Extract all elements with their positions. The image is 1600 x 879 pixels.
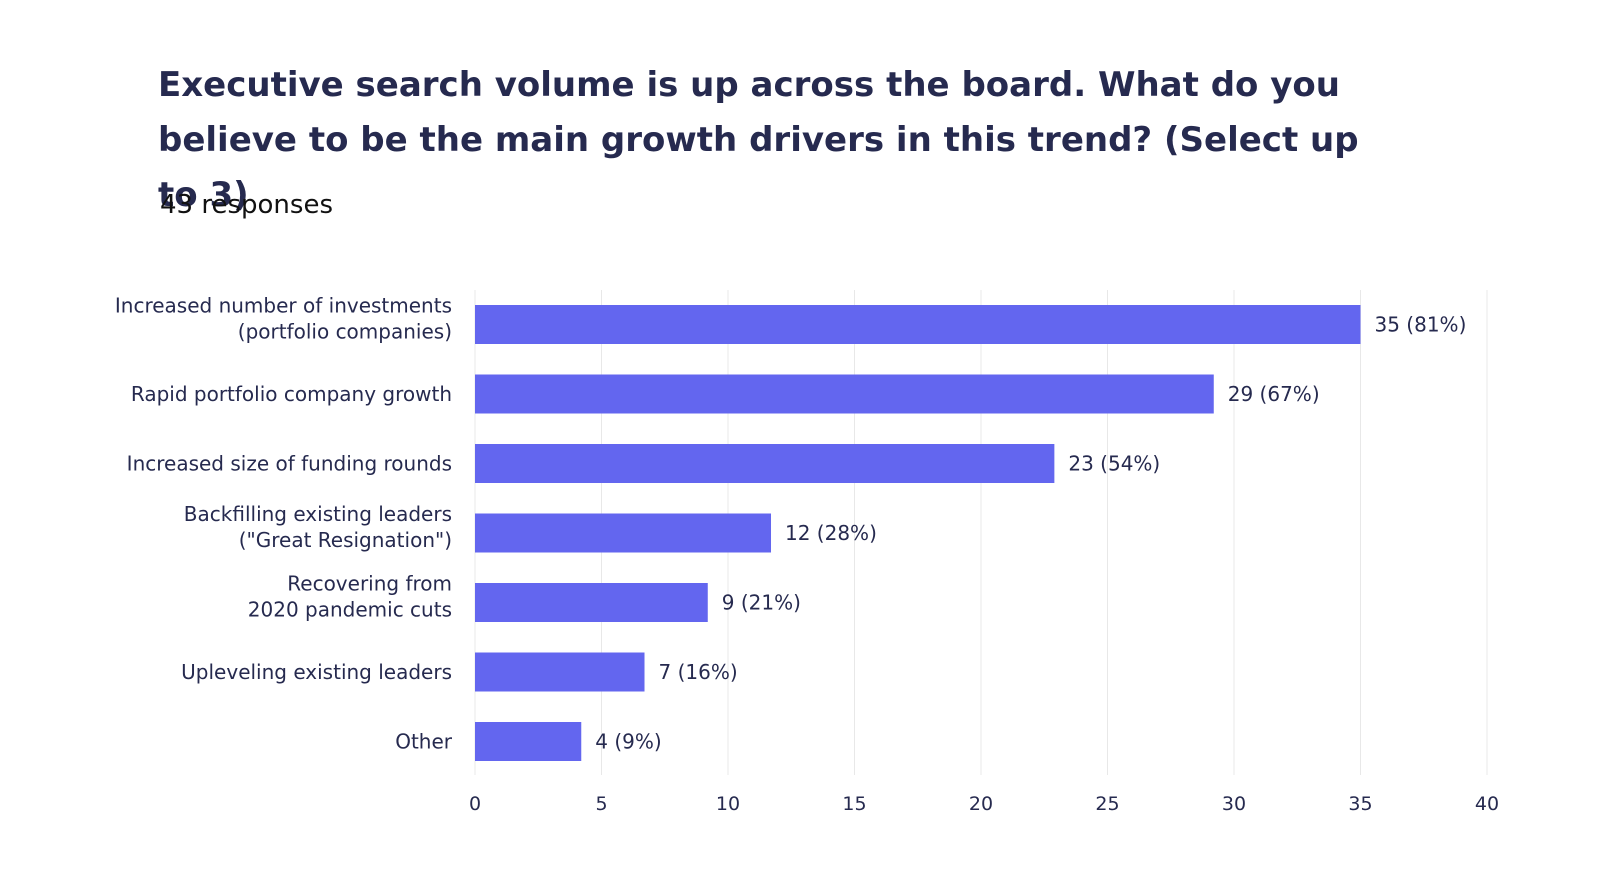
x-tick-label: 5 [595,793,607,815]
category-label: Upleveling existing leaders [181,660,452,684]
x-tick-label: 10 [716,793,740,815]
x-tick-label: 35 [1348,793,1372,815]
x-tick-label: 25 [1095,793,1119,815]
bar-value-label: 9 (21%) [722,591,801,615]
bar [475,513,772,553]
bar-value-label: 12 (28%) [785,521,877,545]
x-tick-label: 20 [969,793,993,815]
bar-value-label: 7 (16%) [659,660,738,684]
x-tick-label: 40 [1475,793,1499,815]
response-count: 43 responses [160,190,333,220]
category-label: Rapid portfolio company growth [131,382,452,406]
bar-value-label: 23 (54%) [1068,452,1160,476]
bar [475,652,645,692]
bar [475,374,1214,414]
bar-value-label: 4 (9%) [595,730,661,754]
category-label: Other [395,730,453,754]
category-label: Recovering from 2020 pandemic cuts [248,572,452,622]
bar-value-label: 35 (81%) [1375,313,1467,337]
category-label: Increased number of investments (portfoli… [115,294,452,344]
bar-value-label: 29 (67%) [1228,382,1320,406]
chart-title: Executive search volume is up across the… [158,65,1359,215]
x-tick-label: 30 [1222,793,1246,815]
category-label: Backfilling existing leaders ("Great Resi… [184,502,452,552]
bar [475,583,708,622]
bar [475,722,582,761]
bar [475,305,1361,344]
bar [475,444,1055,483]
category-label: Increased size of funding rounds [127,452,452,476]
x-tick-label: 0 [469,793,481,815]
x-tick-label: 15 [842,793,866,815]
